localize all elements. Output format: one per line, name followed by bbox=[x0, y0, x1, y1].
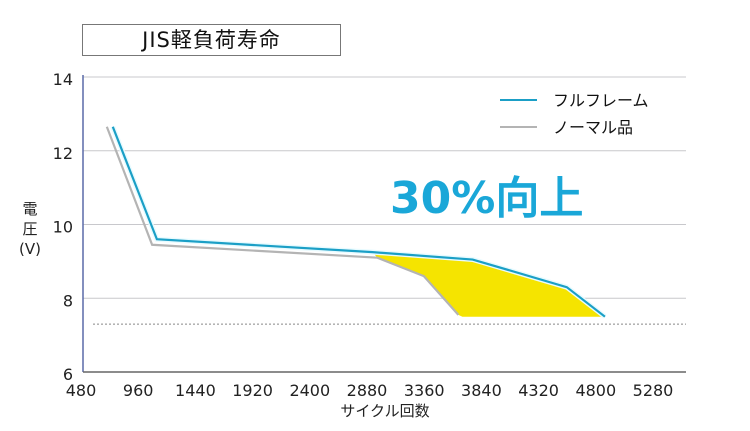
legend-label-normal: ノーマル品 bbox=[553, 118, 633, 137]
x-tick-label: 4320 bbox=[518, 381, 559, 400]
x-tick-label: 3840 bbox=[461, 381, 502, 400]
x-tick-label: 480 bbox=[66, 381, 97, 400]
x-tick-label: 2400 bbox=[289, 381, 330, 400]
y-axis-label-1: 電 bbox=[22, 200, 37, 218]
y-axis-label-2: 圧 bbox=[22, 220, 37, 238]
series-line-normal bbox=[105, 126, 460, 316]
y-tick-label: 12 bbox=[53, 144, 73, 163]
x-tick-label: 960 bbox=[123, 381, 154, 400]
x-tick-label: 1920 bbox=[232, 381, 273, 400]
y-tick-label: 10 bbox=[53, 218, 73, 237]
legend-label-fullframe: フルフレーム bbox=[553, 91, 649, 110]
x-tick-label: 1440 bbox=[175, 381, 216, 400]
series-line-fullframe bbox=[111, 126, 606, 318]
improvement-fill-area bbox=[372, 252, 605, 317]
y-tick-label: 14 bbox=[53, 70, 73, 89]
improvement-annotation: 30%向上 bbox=[390, 173, 583, 224]
x-tick-label: 3360 bbox=[404, 381, 445, 400]
y-tick-label: 6 bbox=[63, 365, 73, 384]
x-axis-label: サイクル回数 bbox=[340, 402, 429, 420]
x-tick-label: 4800 bbox=[575, 381, 616, 400]
chart-title: JIS軽負荷寿命 bbox=[82, 24, 341, 56]
x-tick-label: 5280 bbox=[633, 381, 674, 400]
y-tick-label: 8 bbox=[63, 291, 73, 310]
x-tick-label: 2880 bbox=[347, 381, 388, 400]
y-axis-label-3: (V) bbox=[19, 240, 41, 258]
